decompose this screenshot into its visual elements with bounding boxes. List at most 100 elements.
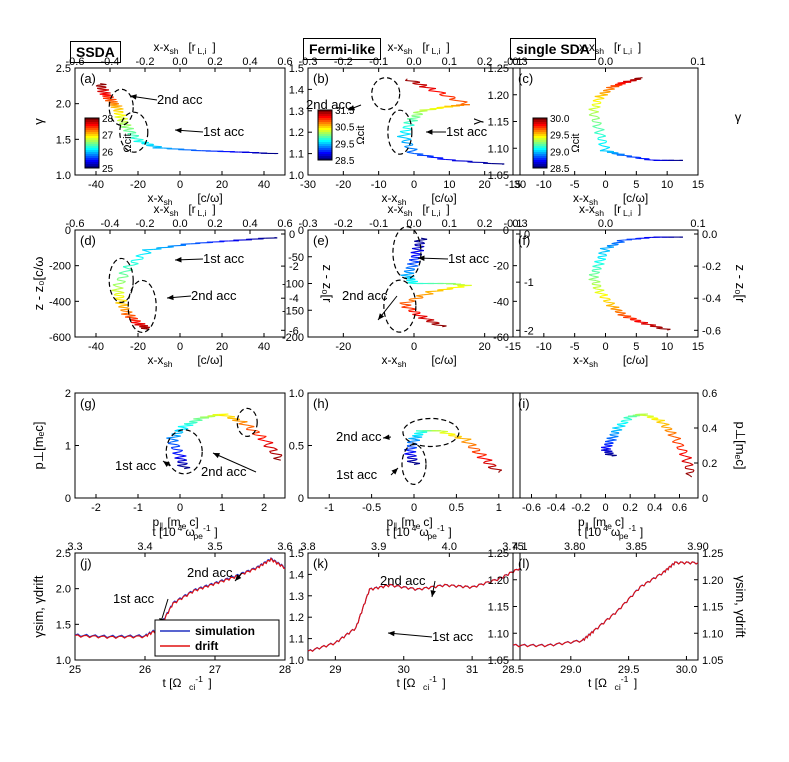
- annotation-label: 1st acc: [446, 124, 488, 139]
- colorbar-swatch: [85, 128, 99, 131]
- x-tick-label: 0: [602, 179, 608, 191]
- trajectory-segment: [672, 441, 682, 445]
- trajectory-segment: [596, 97, 605, 101]
- trajectory-segment: [103, 95, 114, 98]
- trajectory-segment: [623, 416, 630, 419]
- trajectory-segment: [681, 460, 690, 464]
- trajectory-segment: [114, 297, 119, 301]
- arrow-head: [418, 255, 425, 261]
- x-tick-label: 0: [411, 502, 417, 514]
- trajectory-segment: [604, 451, 614, 454]
- colorbar-swatch: [318, 122, 332, 125]
- x-tick-label: 10: [661, 341, 673, 353]
- trajectory-segment: [403, 269, 415, 272]
- x-tick-label: 0: [602, 341, 608, 353]
- colorbar-label: Ωcit: [570, 133, 582, 152]
- trajectory-segment: [166, 436, 176, 439]
- right-tick-label: -0.6: [702, 325, 721, 337]
- colorbar-swatch: [533, 144, 547, 147]
- colorbar-swatch: [533, 132, 547, 135]
- trajectory-segment: [401, 306, 412, 309]
- trajectory-segment: [667, 328, 671, 331]
- colorbar-swatch: [318, 148, 332, 151]
- panel-label: (j): [80, 556, 92, 571]
- trajectory-segment: [408, 259, 413, 262]
- right-tick-label: 1.05: [702, 655, 723, 667]
- annotation-label: 2nd acc: [157, 92, 203, 107]
- right-tick-label: 1.20: [702, 575, 723, 587]
- y-tick-label: 0: [65, 225, 71, 237]
- colorbar-swatch: [85, 120, 99, 123]
- x-tick-label: 28: [279, 664, 291, 676]
- trajectory-segment: [437, 157, 443, 160]
- annotation-ellipse: [127, 279, 157, 334]
- trajectory-segment: [114, 115, 122, 118]
- annotation-label: 2nd acc: [201, 464, 247, 479]
- colorbar-tick: 28: [102, 114, 114, 125]
- trajectory-segment: [171, 445, 181, 449]
- panel-label: (i): [518, 396, 530, 411]
- top-tick-label: 0.2: [207, 56, 222, 68]
- colorbar-label: Ωcit: [355, 125, 367, 144]
- trajectory-segment: [476, 452, 487, 456]
- top-axis-label: t [10: [152, 525, 176, 539]
- y-tick-label: 1.5: [56, 619, 71, 631]
- trajectory-segment: [142, 249, 148, 252]
- panel-label: (g): [80, 396, 96, 411]
- trajectory-segment: [405, 304, 412, 307]
- x-tick-label: 31: [466, 664, 478, 676]
- trajectory-segment: [623, 316, 633, 319]
- trajectory-segment: [255, 434, 267, 437]
- x-axis-label: t [Ω: [588, 676, 607, 690]
- trajectory-segment: [588, 272, 598, 276]
- x-tick-label: -10: [536, 341, 552, 353]
- top-tick-label: 0.0: [598, 218, 613, 230]
- trajectory-segment: [110, 106, 117, 108]
- trajectory-segment: [624, 154, 633, 157]
- top-axis-label: ]: [640, 525, 643, 539]
- trajectory-segment: [416, 250, 424, 253]
- x-axis-unit-sub: e: [607, 521, 612, 531]
- top-tick-label: -0.1: [504, 56, 523, 68]
- top-tick-label: 3.5: [207, 541, 222, 553]
- colorbar: 30.0 29.5 29.0 28.5 Ωcit: [532, 114, 582, 175]
- x-tick-label: 15: [692, 341, 704, 353]
- trajectory-segment: [685, 450, 688, 453]
- trajectory-segment: [594, 291, 603, 295]
- colorbar: 31.5 30.5 29.5 28.5 Ωcit: [317, 106, 367, 167]
- top-axis-sub: L,i: [623, 46, 632, 56]
- trajectory-segment: [407, 459, 416, 462]
- trajectory-segment: [656, 421, 664, 424]
- trajectory-segment: [608, 246, 614, 249]
- trajectory-segment: [647, 415, 654, 418]
- y-tick-label: 0: [298, 493, 304, 505]
- y-tick-label: 1.2: [289, 127, 304, 139]
- trajectory-segment: [410, 252, 419, 255]
- panel-j: 25 26 27 28 3.3 3.4 3.5 3.6 1.0 1.5 2.0 2.5 (j) t [Ω c…: [31, 523, 293, 692]
- trajectory-segment: [629, 418, 633, 421]
- top-axis-sub: L,i: [431, 46, 440, 56]
- y-tick-label: 0.5: [289, 441, 304, 453]
- trajectory-segment: [685, 467, 695, 471]
- x-tick-label: 20: [216, 341, 228, 353]
- x-axis-unit: [c/ω]: [623, 353, 648, 367]
- right-axis-label: γ: [735, 110, 742, 125]
- trajectory-segment: [157, 246, 171, 249]
- top-axis-sub: L,i: [431, 208, 440, 218]
- trajectory-segment: [592, 105, 601, 108]
- trajectory-segment: [601, 93, 608, 96]
- trajectory-segment: [167, 441, 172, 444]
- trajectory-segment: [431, 323, 437, 326]
- trajectory-segment: [121, 123, 132, 126]
- trajectory-segment: [116, 279, 126, 283]
- colorbar-swatch: [533, 164, 547, 167]
- trajectory-segment: [129, 136, 138, 139]
- trajectory-segment: [684, 455, 692, 459]
- trajectory-segment: [131, 258, 143, 262]
- trajectory-segment: [630, 318, 637, 320]
- x-axis-unit: [c/ω]: [431, 191, 456, 205]
- x-tick-label: 20: [479, 179, 491, 191]
- x-tick-label: 40: [258, 341, 270, 353]
